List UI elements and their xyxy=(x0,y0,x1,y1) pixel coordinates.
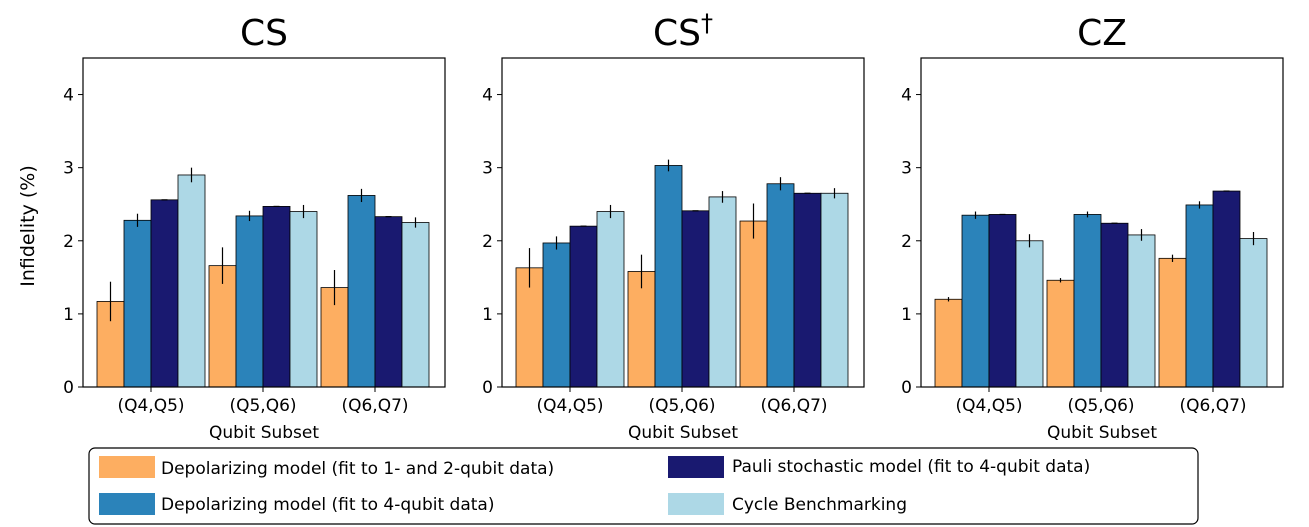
y-tick-label: 4 xyxy=(482,86,493,106)
y-tick-label: 1 xyxy=(63,305,74,325)
x-axis-label: Qubit Subset xyxy=(628,423,738,443)
y-tick-label: 4 xyxy=(63,86,74,106)
legend-swatch-depol-12 xyxy=(99,456,155,478)
bar-depol-4 xyxy=(654,165,683,388)
x-tick-label: (Q5,Q6) xyxy=(1067,396,1134,416)
x-tick-label: (Q4,Q5) xyxy=(117,396,184,416)
bar-pauli-4 xyxy=(569,225,598,388)
bar-depol-12 xyxy=(1046,279,1075,388)
panel-title: CS xyxy=(240,13,288,54)
bar-depol-4 xyxy=(235,215,264,388)
x-axis-label: Qubit Subset xyxy=(209,423,319,443)
chart-panels: CS (Q4,Q5) (Q5,Q6) (Q6,Q7) 0 1 2 3 4 Qubit Subset… xyxy=(63,9,1284,443)
x-tick-label: (Q5,Q6) xyxy=(229,396,296,416)
panel-title: CS† xyxy=(653,9,713,54)
y-tick-label: 2 xyxy=(63,232,74,252)
bar-depol-12 xyxy=(1158,257,1187,388)
bar-depol-4 xyxy=(542,242,571,388)
plot-frame xyxy=(82,57,446,388)
bar-cb xyxy=(1015,240,1044,388)
bar-pauli-4 xyxy=(150,199,179,388)
y-tick-label: 1 xyxy=(901,305,912,325)
bar-pauli-4 xyxy=(681,210,710,388)
legend-label-depol-12: Depolarizing model (fit to 1- and 2-qubi… xyxy=(161,459,554,479)
x-tick-label: (Q6,Q7) xyxy=(341,396,408,416)
legend-swatch-pauli-4 xyxy=(668,456,724,478)
y-tick-label: 0 xyxy=(482,378,493,398)
x-axis-label: Qubit Subset xyxy=(1047,423,1157,443)
y-tick-label: 3 xyxy=(482,159,493,179)
x-tick-label: (Q6,Q7) xyxy=(760,396,827,416)
plot-frame xyxy=(501,57,865,388)
legend-label-cb: Cycle Benchmarking xyxy=(732,495,907,515)
y-tick-label: 2 xyxy=(901,232,912,252)
panel-2: CS† (Q4,Q5) (Q5,Q6) (Q6,Q7) 0 1 2 3 4 Qubit Subse… xyxy=(482,9,865,443)
legend-frame xyxy=(88,447,1199,525)
y-tick-label: 3 xyxy=(63,159,74,179)
y-axis-label: Infidelity (%) xyxy=(17,165,39,287)
bar-pauli-4 xyxy=(1212,190,1241,388)
bar-cb xyxy=(1127,234,1156,388)
x-tick-label: (Q4,Q5) xyxy=(536,396,603,416)
panel-title: CZ xyxy=(1077,13,1127,54)
bar-cb xyxy=(820,192,849,388)
bar-depol-12 xyxy=(934,298,963,388)
bar-depol-4 xyxy=(961,214,990,388)
y-tick-label: 0 xyxy=(63,378,74,398)
legend-label-pauli-4: Pauli stochastic model (fit to 4-qubit d… xyxy=(732,457,1090,477)
bar-depol-4 xyxy=(123,219,152,388)
x-tick-label: (Q5,Q6) xyxy=(648,396,715,416)
bar-cb xyxy=(596,211,625,388)
y-tick-label: 4 xyxy=(901,86,912,106)
bar-cb xyxy=(289,211,318,388)
bar-cb xyxy=(177,174,206,388)
bar-pauli-4 xyxy=(374,216,403,388)
legend-swatch-cb xyxy=(668,493,724,515)
bar-cb xyxy=(1239,238,1268,388)
x-tick-label: (Q4,Q5) xyxy=(955,396,1022,416)
bar-depol-12 xyxy=(627,271,656,388)
legend-swatch-depol-4 xyxy=(99,493,155,515)
panel-1: CS (Q4,Q5) (Q5,Q6) (Q6,Q7) 0 1 2 3 4 Qubit Subset xyxy=(63,13,446,443)
bar-depol-4 xyxy=(347,195,376,388)
legend: Depolarizing model (fit to 1- and 2-qubi… xyxy=(88,447,1199,525)
panel-3: CZ (Q4,Q5) (Q5,Q6) (Q6,Q7) 0 1 2 3 4 Qubit Subset xyxy=(901,13,1284,443)
bar-pauli-4 xyxy=(262,206,291,388)
panel-title-superscript: † xyxy=(701,9,713,37)
y-tick-label: 3 xyxy=(901,159,912,179)
x-tick-label: (Q6,Q7) xyxy=(1179,396,1246,416)
bar-depol-12 xyxy=(739,220,768,388)
plot-frame xyxy=(920,57,1284,388)
bar-cb xyxy=(401,222,430,388)
bar-depol-4 xyxy=(1073,214,1102,388)
legend-label-depol-4: Depolarizing model (fit to 4-qubit data) xyxy=(161,495,494,515)
bar-pauli-4 xyxy=(1100,222,1129,388)
y-tick-label: 0 xyxy=(901,378,912,398)
bar-depol-4 xyxy=(1185,204,1214,388)
bar-pauli-4 xyxy=(793,192,822,388)
y-tick-label: 2 xyxy=(482,232,493,252)
y-tick-label: 1 xyxy=(482,305,493,325)
bar-depol-4 xyxy=(766,183,795,388)
bar-pauli-4 xyxy=(988,214,1017,388)
bar-cb xyxy=(708,196,737,388)
